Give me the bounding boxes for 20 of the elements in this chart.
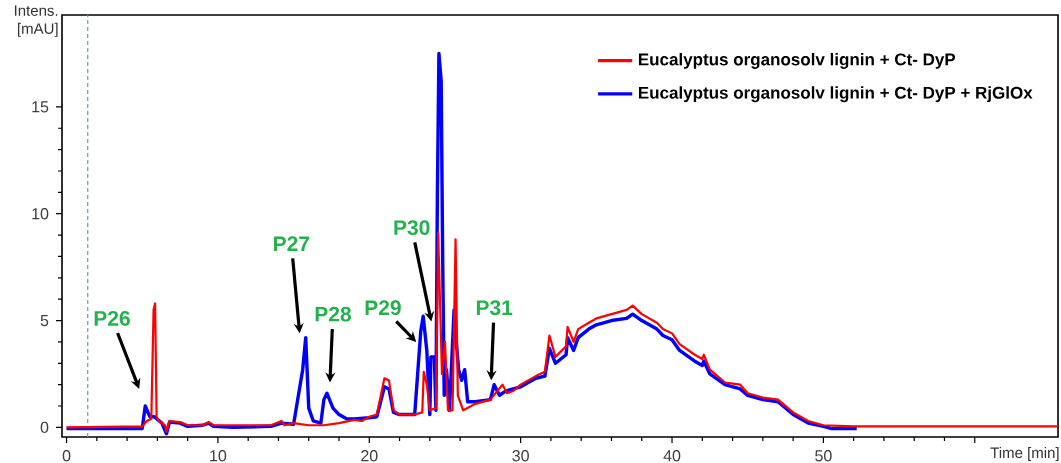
x-tick-label: 40 — [663, 450, 681, 462]
annotation: P31 — [476, 300, 513, 316]
annotation: P29 — [365, 300, 401, 316]
y-axis-title: Intens. [mAU] — [14, 5, 58, 37]
annotation: P26 — [94, 311, 130, 326]
legend-label: Eucalyptus organosolv lignin + Ct- DyP + RjGlOx — [638, 86, 1033, 103]
y-tick-label: 0 — [40, 421, 49, 434]
y-tick-label: 10 — [32, 208, 49, 220]
x-tick-label: 30 — [512, 450, 529, 462]
annotation: P28 — [315, 306, 351, 322]
x-tick-label: 10 — [210, 450, 227, 462]
x-axis-title: Time [min] — [990, 447, 1059, 461]
annotation: P27 — [274, 236, 310, 251]
legend-label: Eucalyptus organosolv lignin + Ct- DyP — [638, 52, 956, 69]
x-tick-label: 50 — [815, 450, 832, 462]
x-tick-label: 0 — [62, 450, 71, 462]
y-tick-label: 5 — [40, 314, 49, 327]
annotation: P30 — [394, 220, 430, 236]
y-tick-label: 15 — [32, 101, 49, 113]
x-tick-label: 20 — [361, 450, 378, 462]
